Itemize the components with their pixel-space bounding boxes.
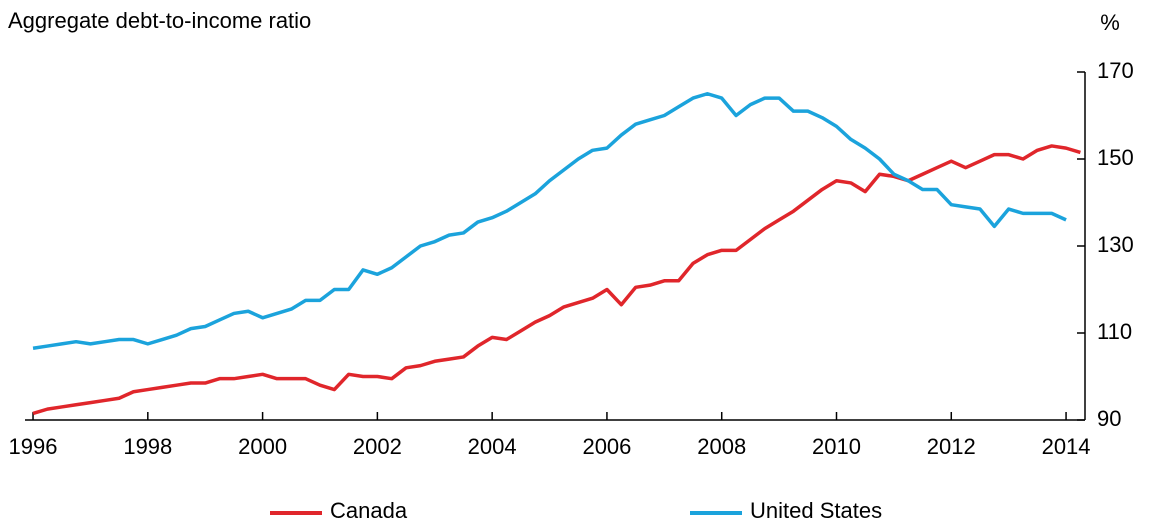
x-tick-label: 2010 [812, 434, 861, 459]
x-tick-label: 2004 [468, 434, 517, 459]
legend-label: Canada [330, 498, 408, 523]
x-tick-label: 2008 [697, 434, 746, 459]
y-tick-label: 90 [1097, 406, 1121, 431]
legend-label: United States [750, 498, 882, 523]
x-tick-label: 1996 [9, 434, 58, 459]
x-tick-label: 2012 [927, 434, 976, 459]
x-tick-label: 2000 [238, 434, 287, 459]
y-unit: % [1100, 10, 1120, 35]
y-tick-label: 170 [1097, 58, 1134, 83]
y-tick-label: 110 [1097, 319, 1132, 344]
x-tick-label: 2006 [582, 434, 631, 459]
y-tick-label: 150 [1097, 145, 1134, 170]
x-tick-label: 1998 [123, 434, 172, 459]
series-line [32, 144, 1081, 416]
series-line [32, 92, 1067, 350]
x-tick-label: 2002 [353, 434, 402, 459]
x-tick-label: 2014 [1042, 434, 1091, 459]
chart-title: Aggregate debt-to-income ratio [8, 8, 311, 33]
y-tick-label: 130 [1097, 232, 1134, 257]
